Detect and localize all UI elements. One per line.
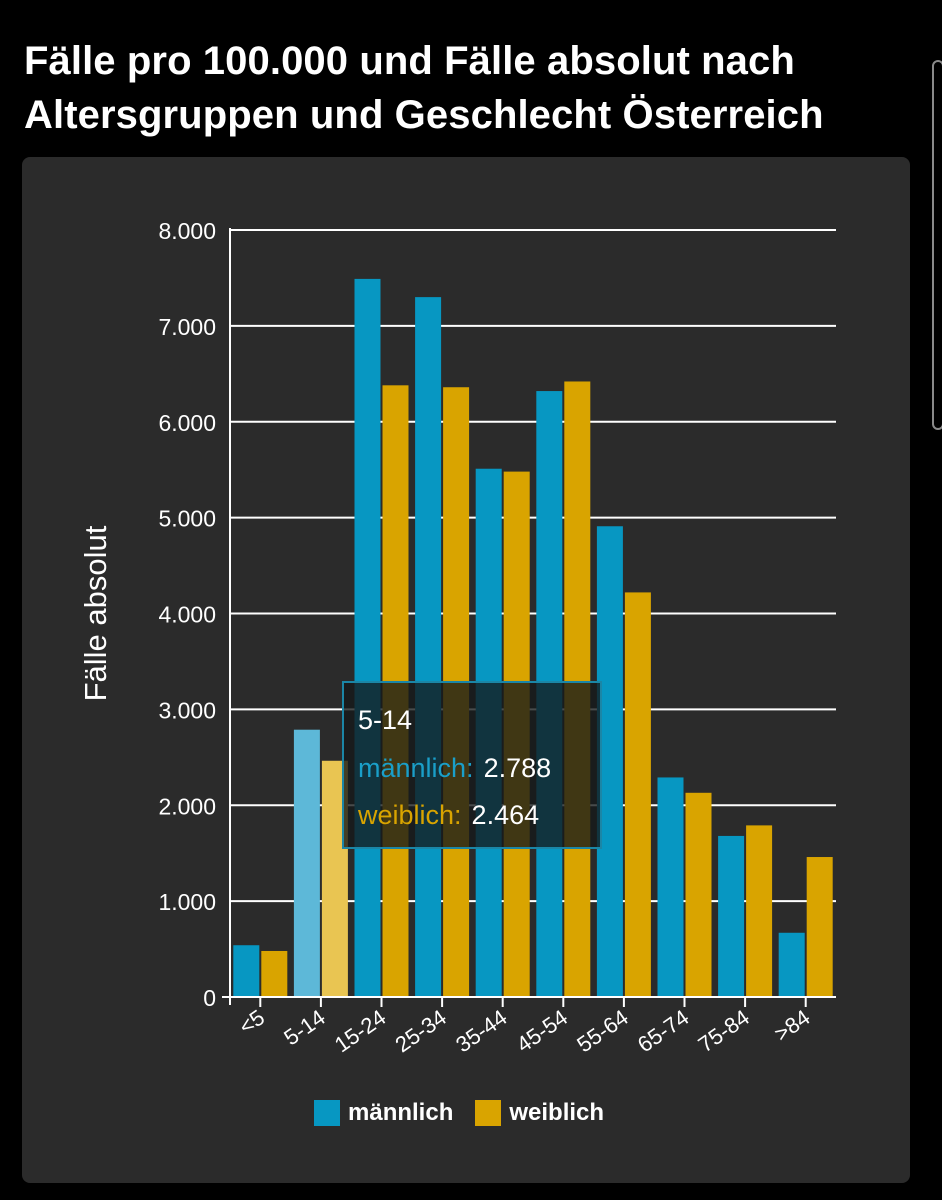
bars [233,278,833,998]
bar-male[interactable] [657,777,684,997]
y-tick-label: 7.000 [158,314,216,340]
tooltip-row-female: weiblich: 2.464 [358,800,539,831]
page-title: Fälle pro 100.000 und Fälle absolut nach… [24,39,824,137]
bar-female[interactable] [746,825,773,997]
legend-item-male[interactable]: männlich [314,1099,453,1127]
x-tick-label: 65-74 [633,1005,693,1058]
x-tick-label: 25-34 [391,1005,451,1058]
y-tick-label: 2.000 [158,793,216,819]
legend-swatch-female [475,1100,502,1126]
tooltip-male-value: 2.788 [483,753,552,783]
bar-chart: 0 1.000 2.000 3.000 4.000 5.000 6.000 7.000 8.00… [78,218,836,1058]
x-tick-label: 15-24 [330,1005,390,1058]
y-tick-label: 8.000 [158,218,216,244]
bar-female[interactable] [261,950,288,997]
chart-legend: männlich weiblich [314,1095,626,1131]
x-tick-label: 75-84 [694,1005,754,1058]
chart-tooltip: 5-14 männlich: 2.788 weiblich: 2.464 [342,681,602,849]
bar-female[interactable] [624,592,651,997]
bar-male[interactable] [354,278,381,997]
bar-male[interactable] [293,729,320,997]
y-tick-label: 6.000 [158,410,216,436]
x-tick-label: 55-64 [572,1005,632,1058]
bar-male[interactable] [778,932,805,997]
tooltip-male-label: männlich: [358,753,474,783]
legend-swatch-male [314,1100,340,1126]
legend-item-female[interactable]: weiblich [475,1099,604,1127]
tooltip-row-male: männlich: 2.788 [358,753,551,784]
legend-label-male: männlich [348,1099,454,1126]
x-tick-label: 35-44 [451,1005,511,1058]
tooltip-female-value: 2.464 [471,800,540,830]
y-tick-label: 0 [203,985,216,1011]
bar-male[interactable] [233,945,260,997]
y-tick-label: 1.000 [158,889,216,915]
legend-label-female: weiblich [509,1099,605,1126]
chart-card: 0 1.000 2.000 3.000 4.000 5.000 6.000 7.000 8.00… [22,157,910,1183]
tooltip-female-label: weiblich: [358,800,462,830]
scrollbar-thumb[interactable] [932,60,942,430]
x-tick-label: 5-14 [279,1005,329,1051]
bar-female[interactable] [685,792,712,997]
y-tick-label: 3.000 [158,697,216,723]
y-tick-label: 4.000 [158,602,216,628]
y-axis-title: Fälle absolut [78,525,113,701]
y-tick-label: 5.000 [158,506,216,532]
x-tick-label: >84 [770,1005,815,1047]
bar-female[interactable] [806,857,833,997]
x-tick-label: <5 [234,1005,269,1040]
x-tick-label: 45-54 [512,1005,572,1058]
bar-male[interactable] [718,835,745,997]
tooltip-category: 5-14 [358,705,413,735]
bar-male[interactable] [415,297,442,997]
